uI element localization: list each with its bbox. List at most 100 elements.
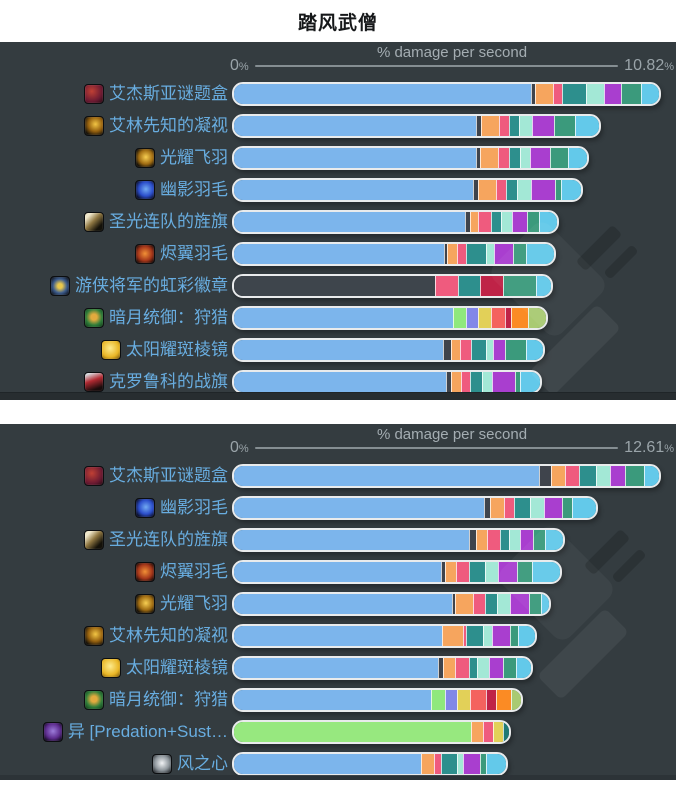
bar-segment-mint [485, 562, 499, 582]
dps-bar[interactable] [232, 178, 583, 202]
dps-bar[interactable] [232, 656, 534, 680]
war-banner-icon[interactable] [84, 372, 104, 392]
bar-segment-teal [561, 84, 586, 104]
shadow-feather-icon[interactable] [135, 498, 155, 518]
oracle-gaze-icon[interactable] [84, 116, 104, 136]
item-label[interactable]: 艾杰斯亚谜题盒 [109, 466, 228, 485]
bar-segment-lime [453, 308, 467, 328]
bar-segment-sky [571, 498, 596, 518]
dps-bar[interactable] [232, 592, 552, 616]
item-label[interactable]: 烬翼羽毛 [160, 562, 228, 581]
bar-segment-base [234, 340, 443, 360]
bar-segment-sky [486, 754, 507, 774]
bar-segment-pink [477, 212, 491, 232]
item-label[interactable]: 艾林先知的凝视 [109, 626, 228, 645]
bar-segment-orange [551, 466, 566, 486]
item-label-cell: 圣光连队的旌旗 [0, 530, 232, 550]
bar-segment-orange [455, 594, 474, 614]
bar-segment-green [515, 372, 521, 392]
dps-bar[interactable] [232, 242, 556, 266]
bar-segment-dark [468, 530, 476, 550]
ember-feather-icon[interactable] [135, 562, 155, 582]
bar-segment-teal [441, 754, 458, 774]
bar-segment-dark [446, 372, 452, 392]
radiant-feather-icon[interactable] [135, 148, 155, 168]
dps-bar[interactable] [232, 210, 559, 234]
item-label[interactable]: 幽影羽毛 [160, 498, 228, 517]
dps-bar[interactable] [232, 274, 554, 298]
item-label-cell: 幽影羽毛 [0, 498, 232, 518]
item-label[interactable]: 风之心 [177, 754, 228, 773]
item-label[interactable]: 圣光连队的旌旗 [109, 530, 228, 549]
item-label[interactable]: 克罗鲁科的战旗 [109, 372, 228, 391]
puzzle-box-icon[interactable] [84, 466, 104, 486]
item-label[interactable]: 暗月统御：狩猎 [109, 690, 228, 709]
item-label[interactable]: 异 [Predation+Sust… [67, 722, 228, 741]
dps-bar[interactable] [232, 496, 598, 520]
bar-segment-green [624, 466, 645, 486]
bar-segment-dark [531, 84, 535, 104]
sun-prism-icon[interactable] [101, 340, 121, 360]
wind-heart-icon[interactable] [152, 754, 172, 774]
item-label[interactable]: 艾杰斯亚谜题盒 [109, 84, 228, 103]
chart-row: 幽影羽毛 [0, 492, 676, 524]
item-label[interactable]: 幽影羽毛 [160, 180, 228, 199]
oracle-gaze-icon[interactable] [84, 626, 104, 646]
item-label-cell: 异 [Predation+Sust… [0, 722, 232, 742]
item-label-cell: 艾林先知的凝视 [0, 626, 232, 646]
puzzle-box-icon[interactable] [84, 84, 104, 104]
bar-segment-pink [495, 180, 506, 200]
dps-bar[interactable] [232, 560, 562, 584]
dps-bar[interactable] [232, 306, 549, 330]
item-label-cell: 艾林先知的凝视 [0, 116, 232, 136]
bar-segment-pink [459, 340, 471, 360]
bar-segment-orange [490, 498, 505, 518]
dps-bar[interactable] [232, 338, 545, 362]
radiant-feather-icon[interactable] [135, 594, 155, 614]
item-label[interactable]: 光耀飞羽 [160, 148, 228, 167]
darkmoon-card-icon[interactable] [84, 690, 104, 710]
dps-bar[interactable] [232, 624, 538, 648]
holy-banner-icon[interactable] [84, 212, 104, 232]
darkmoon-card-icon[interactable] [84, 308, 104, 328]
item-label[interactable]: 太阳耀斑棱镜 [126, 340, 228, 359]
bar-segment-periwinkle [445, 690, 458, 710]
chart-row: 圣光连队的旌旗 [0, 524, 676, 556]
holy-banner-icon[interactable] [84, 530, 104, 550]
bar-segment-crimson [480, 276, 504, 296]
chart-rows: 艾杰斯亚谜题盒幽影羽毛圣光连队的旌旗烬翼羽毛光耀飞羽艾林先知的凝视太阳耀斑棱镜暗… [0, 460, 676, 780]
bar-segment-darkbase [234, 276, 436, 296]
dps-bar[interactable] [232, 528, 566, 552]
dps-bar[interactable] [232, 720, 511, 744]
bar-segment-orange [451, 372, 461, 392]
predation-skull-icon[interactable] [42, 722, 63, 742]
prism-emblem-icon[interactable] [50, 276, 70, 296]
item-label[interactable]: 光耀飞羽 [160, 594, 228, 613]
bar-segment-dark [476, 116, 482, 136]
shadow-feather-icon[interactable] [135, 180, 155, 200]
item-label[interactable]: 烬翼羽毛 [160, 244, 228, 263]
bar-segment-teal [468, 658, 477, 678]
dps-bar[interactable] [232, 146, 589, 170]
dps-bar[interactable] [232, 464, 661, 488]
dps-bar[interactable] [232, 752, 509, 776]
bar-segment-pink [483, 722, 494, 742]
bar-segment-brightorange [496, 690, 511, 710]
ember-feather-icon[interactable] [135, 244, 155, 264]
item-label[interactable]: 圣光连队的旌旗 [109, 212, 228, 231]
item-label[interactable]: 暗月统御：狩猎 [109, 308, 228, 327]
chart-row: 风之心 [0, 748, 676, 780]
bar-segment-mint [485, 340, 493, 360]
dps-bar[interactable] [232, 82, 662, 106]
item-label[interactable]: 太阳耀斑棱镜 [126, 658, 228, 677]
dps-bar[interactable] [232, 370, 543, 394]
sun-prism-icon[interactable] [101, 658, 121, 678]
bar-segment-dark [472, 180, 478, 200]
item-label[interactable]: 游侠将军的虹彩徽章 [75, 276, 228, 295]
item-label[interactable]: 艾林先知的凝视 [109, 116, 228, 135]
dps-bar[interactable] [232, 114, 601, 138]
bar-segment-mint [508, 530, 520, 550]
bar-segment-green [532, 530, 546, 550]
bar-segment-green [554, 180, 561, 200]
dps-bar[interactable] [232, 688, 523, 712]
